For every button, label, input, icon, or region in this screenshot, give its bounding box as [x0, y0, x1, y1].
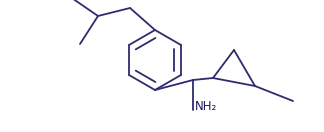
Text: NH₂: NH₂ — [195, 100, 217, 113]
